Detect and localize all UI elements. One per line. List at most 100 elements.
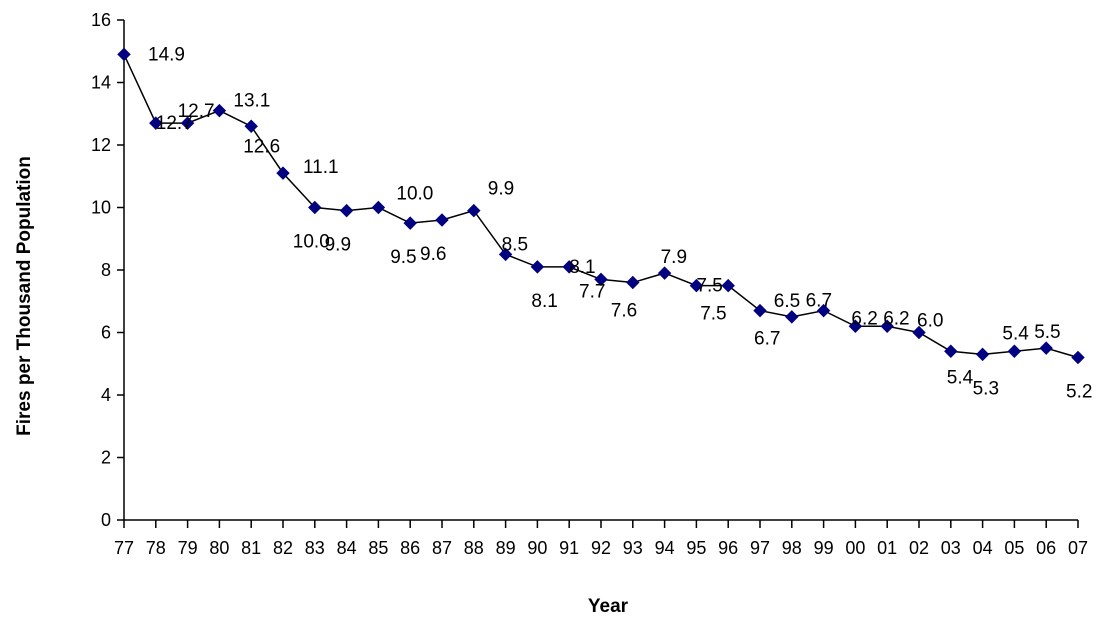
- x-tick-label: 92: [591, 538, 611, 558]
- y-tick-label: 0: [101, 510, 111, 530]
- y-tick-label: 2: [101, 448, 111, 468]
- x-tick-label: 86: [400, 538, 420, 558]
- x-tick-label: 94: [655, 538, 675, 558]
- data-point: [180, 116, 195, 130]
- x-tick-label: 80: [209, 538, 229, 558]
- data-point: [1071, 350, 1085, 365]
- data-point: [753, 303, 767, 318]
- data-point: [403, 216, 417, 230]
- y-tick-label: 14: [91, 73, 111, 93]
- data-label: 12.7: [178, 101, 215, 122]
- data-label: 7.7: [579, 281, 605, 302]
- data-point: [1007, 344, 1022, 358]
- data-point: [975, 347, 990, 362]
- data-point: [117, 47, 131, 62]
- data-label: 6.2: [851, 308, 877, 329]
- x-tick-label: 82: [273, 538, 293, 558]
- data-label: 5.4: [947, 367, 974, 388]
- x-tick-label: 79: [178, 538, 198, 558]
- data-point: [1039, 341, 1053, 355]
- data-point: [244, 119, 258, 133]
- data-label: 12.6: [243, 136, 280, 157]
- y-tick-label: 16: [91, 10, 111, 30]
- data-point: [562, 260, 576, 274]
- data-label: 8.5: [502, 234, 528, 255]
- data-point: [498, 247, 513, 262]
- x-tick-label: 88: [464, 538, 484, 558]
- data-point: [339, 203, 354, 218]
- data-label: 10.0: [293, 232, 330, 253]
- y-tick-label: 6: [101, 323, 111, 343]
- y-tick-label: 4: [101, 385, 111, 405]
- data-label: 9.9: [325, 235, 351, 256]
- data-point: [880, 319, 894, 333]
- x-tick-label: 06: [1036, 538, 1056, 558]
- x-tick-label: 85: [368, 538, 388, 558]
- data-point: [371, 200, 386, 215]
- data-label: 11.1: [303, 157, 339, 178]
- x-tick-label: 95: [686, 538, 706, 558]
- data-label: 9.5: [390, 247, 416, 268]
- data-point: [626, 275, 640, 290]
- data-point: [276, 166, 290, 180]
- data-label: 7.6: [611, 301, 637, 322]
- data-point: [308, 200, 322, 215]
- data-point: [149, 116, 163, 130]
- data-label: 14.9: [148, 44, 185, 65]
- data-point: [657, 266, 672, 280]
- data-point: [816, 303, 831, 318]
- x-tick-label: 83: [305, 538, 325, 558]
- data-point: [944, 344, 958, 358]
- x-tick-label: 03: [941, 538, 961, 558]
- data-label: 7.5: [696, 276, 722, 297]
- data-label: 9.6: [420, 244, 446, 265]
- x-tick-label: 99: [814, 538, 834, 558]
- x-tick-label: 84: [337, 538, 357, 558]
- data-label: 10.0: [396, 184, 433, 205]
- x-tick-label: 91: [559, 538, 579, 558]
- data-point: [848, 319, 863, 333]
- data-label: 13.1: [233, 91, 270, 112]
- data-label: 7.9: [661, 247, 687, 268]
- x-axis-title: Year: [588, 596, 629, 617]
- y-axis-title: Fires per Thousand Population: [14, 156, 35, 436]
- x-tick-label: 00: [845, 538, 865, 558]
- x-tick-label: 02: [909, 538, 929, 558]
- data-label: 5.4: [1002, 323, 1029, 344]
- x-tick-label: 07: [1068, 538, 1088, 558]
- data-point: [689, 278, 704, 293]
- data-label: 5.5: [1034, 322, 1060, 343]
- y-tick-label: 12: [91, 135, 111, 155]
- data-label: 5.2: [1066, 382, 1092, 403]
- x-tick-label: 89: [496, 538, 516, 558]
- x-tick-label: 01: [877, 538, 897, 558]
- x-tick-label: 77: [114, 538, 134, 558]
- data-label: 7.5: [700, 304, 726, 325]
- data-label: 8.1: [531, 291, 557, 312]
- data-label: 6.7: [806, 291, 832, 312]
- x-tick-label: 93: [623, 538, 643, 558]
- data-label: 9.9: [488, 179, 514, 200]
- y-tick-label: 10: [91, 198, 111, 218]
- data-point: [467, 203, 481, 218]
- x-tick-label: 98: [782, 538, 802, 558]
- data-label: 5.3: [973, 378, 999, 399]
- data-label: 12.7: [156, 113, 193, 134]
- data-label: 8.1: [569, 257, 595, 278]
- data-label: 6.2: [883, 308, 909, 329]
- x-tick-label: 05: [1004, 538, 1024, 558]
- y-tick-label: 8: [101, 260, 111, 280]
- data-label: 6.0: [917, 311, 943, 332]
- x-tick-label: 78: [146, 538, 166, 558]
- x-tick-label: 97: [750, 538, 770, 558]
- x-tick-label: 04: [973, 538, 993, 558]
- data-label: 6.7: [754, 329, 780, 350]
- data-point: [530, 260, 545, 274]
- data-point: [594, 272, 608, 287]
- data-point: [785, 310, 799, 324]
- x-tick-label: 87: [432, 538, 452, 558]
- data-label: 6.5: [774, 291, 800, 312]
- x-tick-label: 81: [241, 538, 261, 558]
